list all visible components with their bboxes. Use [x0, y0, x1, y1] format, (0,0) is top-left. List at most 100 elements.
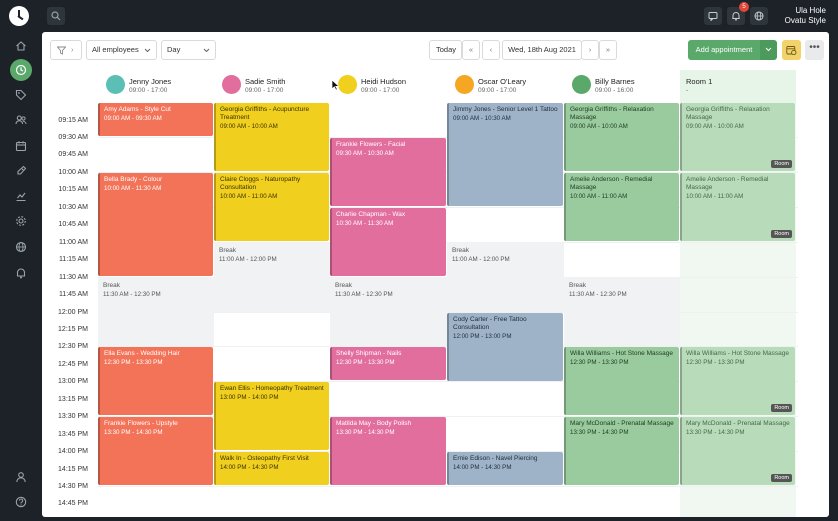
avatar: [338, 75, 357, 94]
previous-day-button[interactable]: ‹: [482, 40, 500, 60]
employee-name: Oscar O'Leary: [478, 77, 527, 86]
time-label: 09:15 AM: [58, 117, 88, 124]
appointment-title: Cody Carter - Free Tattoo Consultation: [453, 316, 527, 331]
next-day-button[interactable]: ›: [581, 40, 599, 60]
appointment-card[interactable]: Willa Williams - Hot Stone Massage 12:30…: [564, 347, 679, 415]
time-label: 13:00 PM: [58, 378, 88, 385]
room-badge: Room: [771, 160, 792, 168]
column-header-billy-barnes[interactable]: Billy Barnes 09:00 - 16:00: [564, 70, 680, 103]
appointment-card[interactable]: Georgia Griffiths - Acupuncture Treatmen…: [214, 103, 329, 171]
nav-profile[interactable]: [10, 466, 32, 488]
employee-select[interactable]: All employees: [86, 40, 157, 60]
waitlist-button[interactable]: [782, 40, 801, 60]
grid-line: [98, 416, 798, 417]
appointment-card[interactable]: Frankie Flowers - Upstyle 13:30 PM - 14:…: [98, 417, 213, 485]
appointment-card[interactable]: Frankie Flowers - Facial 09:30 AM - 10:3…: [330, 138, 446, 206]
column-header-heidi-hudson[interactable]: Heidi Hudson 09:00 - 17:00: [330, 70, 447, 103]
appointment-card[interactable]: Amelie Anderson - Remedial Massage 10:00…: [564, 173, 679, 241]
nav-home[interactable]: [10, 35, 32, 57]
appointment-card[interactable]: Claire Cloggs - Naturopathy Consultation…: [214, 173, 329, 241]
tag-icon: [15, 89, 27, 101]
employee-name: Billy Barnes: [595, 77, 635, 86]
time-label: 09:30 AM: [58, 134, 88, 141]
view-select[interactable]: Day: [161, 40, 216, 60]
room-booking-card[interactable]: Amelie Anderson - Remedial Massage 10:00…: [680, 173, 795, 241]
search-button[interactable]: [47, 7, 65, 25]
column-header-room-1[interactable]: Room 1 -: [680, 70, 796, 103]
nav-online-booking[interactable]: [10, 236, 32, 258]
nav-sales[interactable]: [10, 84, 32, 106]
nav-settings[interactable]: [10, 210, 32, 232]
more-options-button[interactable]: •••: [805, 40, 824, 60]
break-title: Break: [335, 282, 352, 289]
appointment-title: Amelie Anderson - Remedial Massage: [686, 176, 769, 191]
avatar: [572, 75, 591, 94]
bell-icon: [16, 268, 26, 279]
appointment-card[interactable]: Ella Evans - Wedding Hair 12:30 PM - 13:…: [98, 347, 213, 415]
column-header-jenny-jones[interactable]: Jenny Jones 09:00 - 17:00: [98, 70, 214, 103]
current-date-label[interactable]: Wed, 18th Aug 2021: [502, 40, 582, 60]
nav-clients[interactable]: [10, 109, 32, 131]
appointment-card[interactable]: Cody Carter - Free Tattoo Consultation 1…: [447, 313, 563, 381]
room-booking-card[interactable]: Mary McDonald - Prenatal Massage 13:30 P…: [680, 417, 795, 485]
notifications-button[interactable]: [727, 7, 745, 25]
appointment-title: Frankie Flowers - Facial: [336, 141, 406, 148]
rocket-icon: [17, 165, 27, 175]
first-page-button[interactable]: «: [462, 40, 480, 60]
time-label: 10:30 AM: [58, 204, 88, 211]
appointment-card[interactable]: Mary McDonald - Prenatal Massage 13:30 P…: [564, 417, 679, 485]
appointment-card[interactable]: Ernie Edison - Navel Piercing 14:00 PM -…: [447, 452, 563, 485]
time-label: 14:30 PM: [58, 483, 88, 490]
appointment-card[interactable]: Amy Adams - Style Cut 09:00 AM - 09:30 A…: [98, 103, 213, 136]
room-booking-card[interactable]: Willa Williams - Hot Stone Massage 12:30…: [680, 347, 795, 415]
appointment-time: 12:30 PM - 13:30 PM: [686, 359, 745, 366]
language-button[interactable]: [750, 7, 768, 25]
employee-hours: 09:00 - 17:00: [361, 87, 400, 94]
nav-help[interactable]: [10, 491, 32, 513]
appointment-card[interactable]: Shelly Shipman - Nails 12:30 PM - 13:30 …: [330, 347, 446, 380]
time-label: 12:15 PM: [58, 326, 88, 333]
nav-calendar[interactable]: [10, 59, 32, 81]
add-appointment-button[interactable]: Add appointment: [688, 40, 760, 60]
appointment-title: Jimmy Jones - Senior Level 1 Tattoo: [453, 106, 558, 113]
appointment-card[interactable]: Matilda May - Body Polish 13:30 PM - 14:…: [330, 417, 446, 485]
room-badge: Room: [771, 474, 792, 482]
room-hours: -: [686, 87, 689, 94]
add-appointment-dropdown[interactable]: [760, 40, 777, 60]
bell-icon: [732, 12, 740, 21]
last-page-button[interactable]: »: [599, 40, 617, 60]
break-block[interactable]: Break 11:00 AM - 12:00 PM: [214, 242, 330, 312]
break-block[interactable]: Break 11:30 AM - 12:30 PM: [98, 277, 214, 346]
break-block[interactable]: Break 11:30 AM - 12:30 PM: [564, 277, 680, 346]
break-block[interactable]: Break 11:00 AM - 12:00 PM: [447, 242, 564, 312]
today-button[interactable]: Today: [429, 40, 462, 60]
appointment-card[interactable]: Georgia Griffiths - Relaxation Massage 0…: [564, 103, 679, 171]
break-block[interactable]: Break 11:30 AM - 12:30 PM: [330, 277, 447, 346]
app-logo-icon[interactable]: [9, 6, 29, 26]
column-header-oscar-oleary[interactable]: Oscar O'Leary 09:00 - 17:00: [447, 70, 564, 103]
nav-notifications[interactable]: [10, 262, 32, 284]
appointment-time: 14:00 PM - 14:30 PM: [220, 464, 279, 471]
time-label: 11:30 AM: [58, 274, 88, 281]
column-header-sadie-smith[interactable]: Sadie Smith 09:00 - 17:00: [214, 70, 330, 103]
time-label: 14:00 PM: [58, 448, 88, 455]
break-title: Break: [219, 247, 236, 254]
nav-reports[interactable]: [10, 185, 32, 207]
time-label: 10:00 AM: [58, 169, 88, 176]
appointment-card[interactable]: Bella Brady - Colour 10:00 AM - 11:30 AM: [98, 173, 213, 276]
messages-button[interactable]: [704, 7, 722, 25]
appointment-time: 09:00 AM - 10:30 AM: [453, 115, 511, 122]
appointment-card[interactable]: Walk In - Osteopathy First Visit 14:00 P…: [214, 452, 329, 485]
appointment-time: 09:00 AM - 10:00 AM: [220, 123, 278, 130]
appointment-card[interactable]: Charlie Chapman - Wax 10:30 AM - 11:30 A…: [330, 208, 446, 276]
appointment-card[interactable]: Ewan Ellis - Homeopathy Treatment 13:00 …: [214, 382, 329, 450]
user-menu[interactable]: Ula Hole Ovatu Style: [785, 6, 826, 26]
appointment-title: Willa Williams - Hot Stone Massage: [570, 350, 673, 357]
appointment-title: Amy Adams - Style Cut: [104, 106, 171, 113]
home-icon: [16, 41, 26, 51]
room-booking-card[interactable]: Georgia Griffiths - Relaxation Massage 0…: [680, 103, 795, 171]
appointment-card[interactable]: Jimmy Jones - Senior Level 1 Tattoo 09:0…: [447, 103, 563, 206]
filter-button[interactable]: ›: [50, 40, 82, 60]
nav-schedule[interactable]: [10, 135, 32, 157]
nav-marketing[interactable]: [10, 160, 32, 182]
